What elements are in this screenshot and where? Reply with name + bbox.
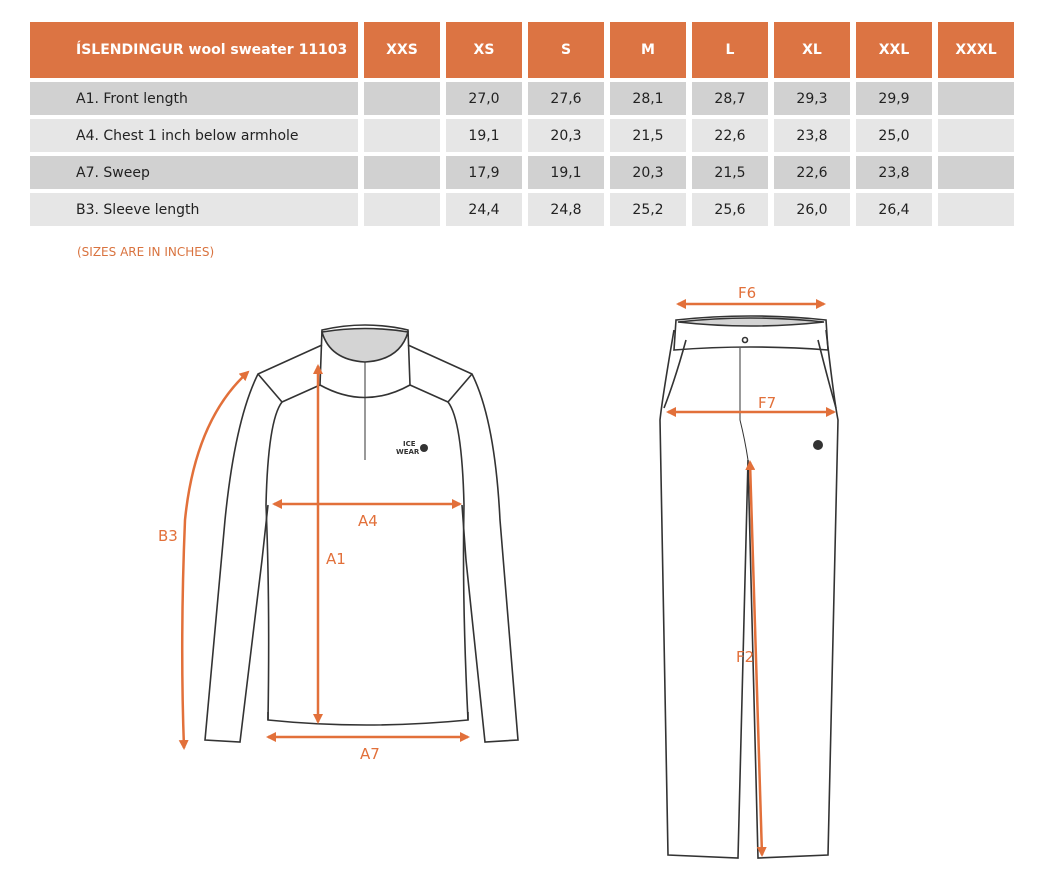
measurement-value: 26,0: [774, 193, 850, 226]
measurement-value: 20,3: [528, 119, 604, 152]
size-header: XL: [774, 22, 850, 78]
measurement-value: 29,3: [774, 82, 850, 115]
logo-icon: [420, 444, 428, 452]
measurement-value: 27,6: [528, 82, 604, 115]
ice-wear-logo: ICE: [403, 440, 416, 448]
measurement-value: 28,7: [692, 82, 768, 115]
table-row: A7. Sweep 17,9 19,1 20,3 21,5 22,6 23,8: [30, 156, 1014, 189]
size-chart-table: ÍSLENDINGUR wool sweater 11103 XXS XS S …: [24, 18, 1020, 230]
measurement-label: A1. Front length: [30, 82, 358, 115]
measurement-value: 25,0: [856, 119, 932, 152]
pants-logo-icon: [813, 440, 823, 450]
ice-wear-logo-text: WEAR: [396, 448, 420, 456]
size-header: XXS: [364, 22, 440, 78]
measurement-value: [938, 193, 1014, 226]
b3-arrow: [178, 370, 250, 750]
measurement-value: 19,1: [446, 119, 522, 152]
measurement-value: [938, 82, 1014, 115]
measurement-value: 28,1: [610, 82, 686, 115]
measurement-value: 26,4: [856, 193, 932, 226]
measurement-value: [938, 119, 1014, 152]
a1-label: A1: [326, 550, 346, 568]
units-note: (SIZES ARE IN INCHES): [77, 245, 215, 259]
f6-label: F6: [738, 284, 756, 302]
size-header: S: [528, 22, 604, 78]
measurement-value: 21,5: [692, 156, 768, 189]
table-row: B3. Sleeve length 24,4 24,8 25,2 25,6 26,0 26,…: [30, 193, 1014, 226]
a4-label: A4: [358, 512, 378, 530]
measurement-value: [364, 193, 440, 226]
table-title: ÍSLENDINGUR wool sweater 11103: [30, 22, 358, 78]
measurement-value: 27,0: [446, 82, 522, 115]
size-header: M: [610, 22, 686, 78]
measurement-value: 24,8: [528, 193, 604, 226]
measurement-value: 19,1: [528, 156, 604, 189]
measurement-value: 25,6: [692, 193, 768, 226]
measurement-value: [938, 156, 1014, 189]
size-header: XXXL: [938, 22, 1014, 78]
b3-label: B3: [158, 527, 178, 545]
measurement-value: 17,9: [446, 156, 522, 189]
measurement-value: 20,3: [610, 156, 686, 189]
table-row: A1. Front length 27,0 27,6 28,1 28,7 29,3 29,9: [30, 82, 1014, 115]
measurement-value: 21,5: [610, 119, 686, 152]
measurement-value: [364, 82, 440, 115]
measurement-value: [364, 119, 440, 152]
f7-label: F7: [758, 394, 776, 412]
measurement-label: B3. Sleeve length: [30, 193, 358, 226]
measurement-value: 23,8: [856, 156, 932, 189]
measurement-value: 22,6: [774, 156, 850, 189]
table-row: A4. Chest 1 inch below armhole 19,1 20,3 21…: [30, 119, 1014, 152]
measurement-value: 29,9: [856, 82, 932, 115]
a7-label: A7: [360, 745, 380, 763]
f2-label: F2: [736, 648, 754, 666]
measurement-label: A4. Chest 1 inch below armhole: [30, 119, 358, 152]
f2-arrow: [745, 460, 767, 857]
size-header: XS: [446, 22, 522, 78]
pants-drawing: [659, 315, 839, 859]
measurement-value: [364, 156, 440, 189]
measurement-value: 23,8: [774, 119, 850, 152]
measurement-value: 22,6: [692, 119, 768, 152]
size-header: XXL: [856, 22, 932, 78]
sweater-drawing: [204, 324, 519, 743]
table-header-row: ÍSLENDINGUR wool sweater 11103 XXS XS S …: [30, 22, 1014, 78]
measurement-label: A7. Sweep: [30, 156, 358, 189]
measurement-value: 25,2: [610, 193, 686, 226]
size-header: L: [692, 22, 768, 78]
measurement-value: 24,4: [446, 193, 522, 226]
